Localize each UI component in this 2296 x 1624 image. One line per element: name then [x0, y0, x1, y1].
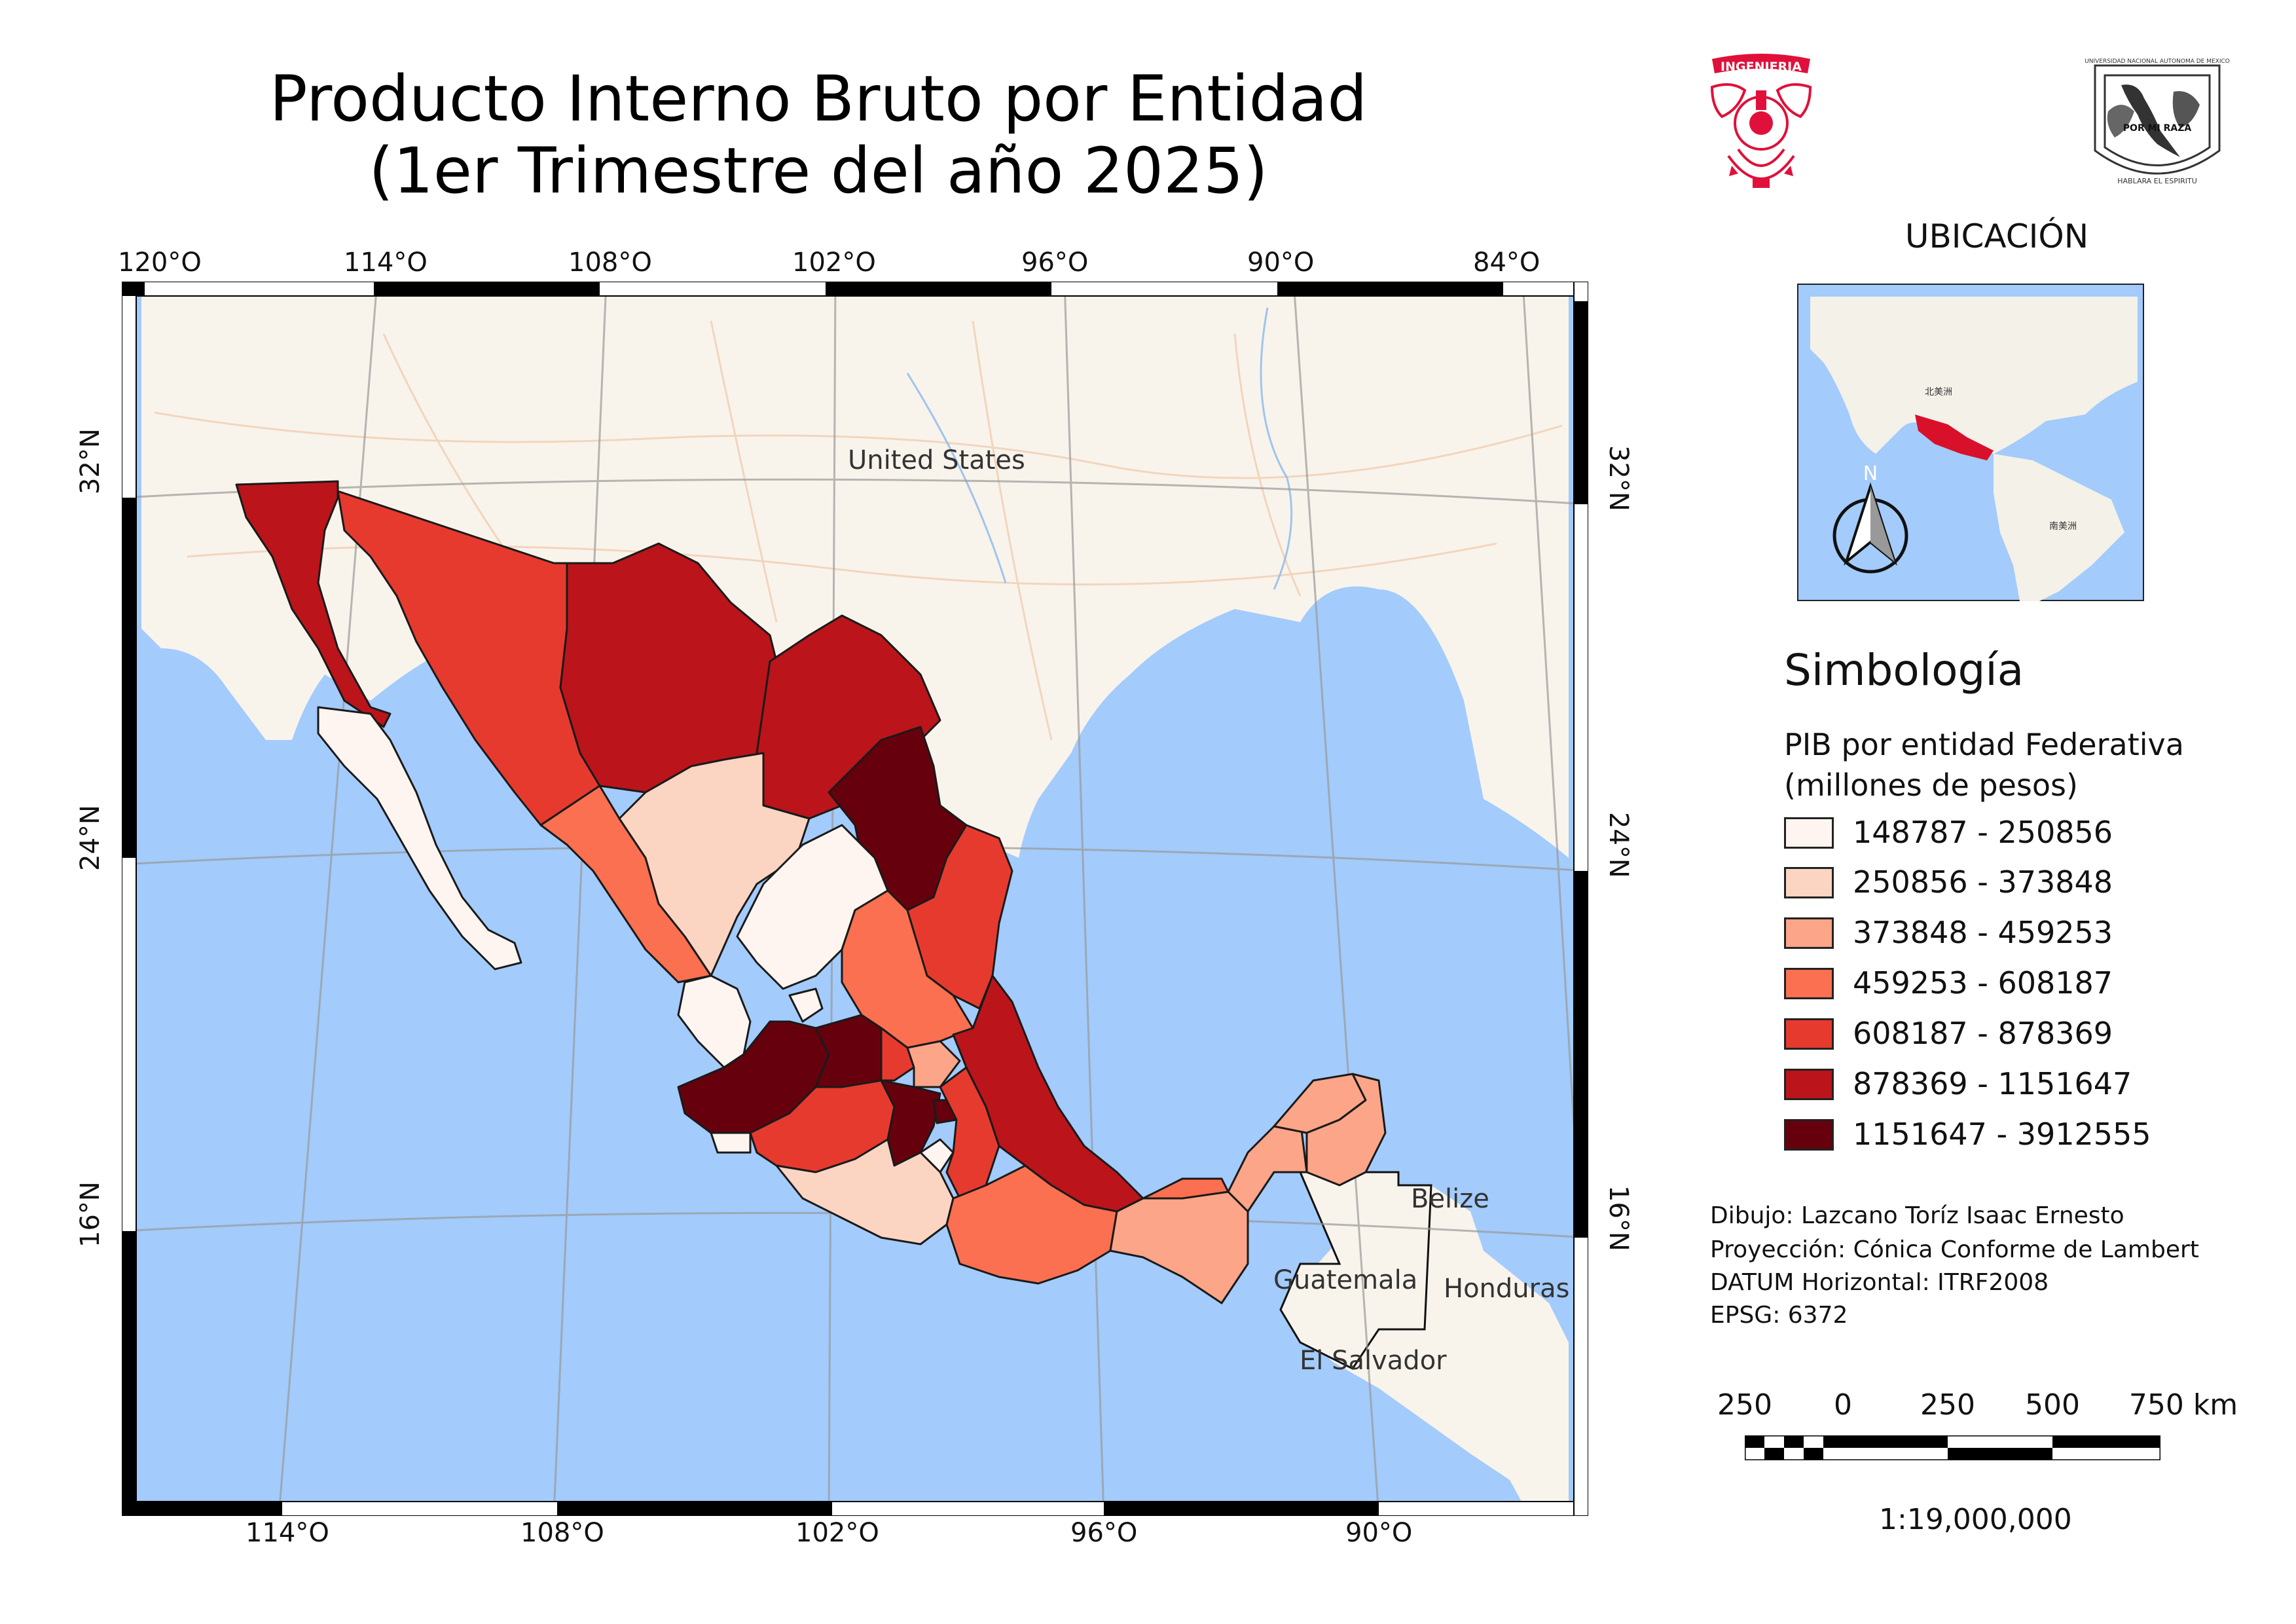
scale-label-250: 250 — [1920, 1388, 1975, 1422]
lat-label-left-24n: 24°N — [75, 805, 105, 871]
state-colima — [710, 1132, 752, 1154]
location-inset-map[interactable]: 北美洲 南美洲 N — [1796, 282, 2145, 602]
label-united-states: United States — [848, 445, 1025, 475]
legend-swatch — [1784, 917, 1834, 949]
state-queretaro — [880, 1027, 915, 1082]
credit-projection: Proyección: Cónica Conforme de Lambert — [1710, 1236, 2199, 1263]
unam-seal-logo: UNIVERSIDAD NACIONAL AUTONOMA DE MEXICO … — [2082, 52, 2232, 193]
scale-bar — [1743, 1434, 2162, 1462]
lon-label-top-120w: 120°O — [118, 248, 202, 278]
lon-label-bottom-102w: 102°O — [795, 1518, 879, 1548]
legend-label: 878369 - 1151647 — [1853, 1066, 2132, 1101]
legend-swatch — [1784, 1018, 1834, 1050]
north-america-land — [1810, 297, 2138, 454]
scale-label-0: 0 — [1834, 1388, 1852, 1422]
state-aguascalientes — [788, 987, 824, 1023]
map-title-line-1: Producto Interno Bruto por Entidad — [269, 62, 1368, 136]
legend-swatch — [1784, 817, 1834, 849]
lon-label-top-96w: 96°O — [1021, 248, 1089, 278]
lon-label-bottom-108w: 108°O — [520, 1518, 604, 1548]
state-guerrero — [775, 1138, 955, 1246]
lat-label-left-16n: 16°N — [75, 1181, 105, 1247]
inset-title: UBICACIÓN — [1904, 217, 2089, 255]
lat-label-right-32n: 32°N — [1603, 445, 1633, 511]
credit-epsg: EPSG: 6372 — [1710, 1302, 1848, 1329]
scale-ratio: 1:19,000,000 — [1879, 1503, 2072, 1536]
svg-text:HABLARA EL ESPIRITU: HABLARA EL ESPIRITU — [2117, 177, 2197, 185]
legend-subtitle-line-1: PIB por entidad Federativa — [1784, 727, 2184, 762]
lon-label-bottom-96w: 96°O — [1070, 1518, 1138, 1548]
legend-label: 250856 - 373848 — [1853, 864, 2113, 900]
ingenieria-logo: INGENIERIA — [1692, 51, 1830, 198]
lon-label-bottom-114w: 114°O — [246, 1518, 329, 1548]
svg-text:POR MI RAZA: POR MI RAZA — [2123, 123, 2192, 134]
label-guatemala: Guatemala — [1273, 1265, 1418, 1295]
legend-label: 373848 - 459253 — [1853, 915, 2113, 950]
main-map[interactable] — [120, 280, 1590, 1517]
legend-label: 1151647 - 3912555 — [1853, 1116, 2151, 1152]
south-america-land — [1994, 454, 2124, 601]
lon-label-bottom-90w: 90°O — [1345, 1518, 1413, 1548]
lon-label-top-108w: 108°O — [568, 248, 652, 278]
legend-swatch — [1784, 867, 1834, 898]
map-title-line-2: (1er Trimestre del año 2025) — [369, 134, 1268, 208]
legend-subtitle-line-2: (millones de pesos) — [1784, 767, 2078, 803]
scale-label-750-km: 750 km — [2128, 1388, 2238, 1422]
svg-text:UNIVERSIDAD NACIONAL AUTONOMA: UNIVERSIDAD NACIONAL AUTONOMA DE MEXICO — [2085, 58, 2230, 65]
legend-swatch — [1784, 1069, 1834, 1100]
inset-label-north-america: 北美洲 — [1925, 387, 1952, 397]
state-baja-california-sur — [317, 706, 522, 970]
legend-label: 459253 - 608187 — [1853, 965, 2113, 1001]
ingenieria-logo-text: INGENIERIA — [1721, 60, 1802, 74]
legend-swatch — [1784, 1119, 1834, 1151]
label-honduras: Honduras — [1444, 1274, 1570, 1304]
state-quintana-roo — [1305, 1073, 1387, 1187]
lon-label-top-84w: 84°O — [1473, 248, 1540, 278]
lat-label-right-24n: 24°N — [1603, 812, 1633, 878]
legend-label: 608187 - 878369 — [1853, 1016, 2113, 1051]
usa-land — [141, 295, 1569, 858]
svg-text:N: N — [1863, 462, 1878, 485]
lat-label-left-32n: 32°N — [75, 428, 105, 494]
legend-title: Simbología — [1784, 645, 2024, 695]
state-baja-california — [235, 480, 392, 728]
inset-label-south-america: 南美洲 — [2049, 521, 2077, 532]
lat-label-right-16n: 16°N — [1603, 1185, 1633, 1251]
lon-label-top-90w: 90°O — [1247, 248, 1315, 278]
lon-label-top-102w: 102°O — [792, 248, 876, 278]
label-el-salvador: El Salvador — [1300, 1346, 1447, 1376]
state-tabasco — [1142, 1177, 1230, 1200]
lon-label-top-114w: 114°O — [344, 248, 428, 278]
north-arrow-icon: N — [1832, 462, 1908, 574]
guatemala-belize — [1279, 1171, 1432, 1370]
scale-label-250-left: 250 — [1717, 1388, 1772, 1422]
legend-swatch — [1784, 968, 1834, 999]
mexico-highlight — [1915, 415, 1994, 460]
label-belize: Belize — [1411, 1184, 1489, 1214]
scale-label-500: 500 — [2025, 1388, 2080, 1422]
credit-datum: DATUM Horizontal: ITRF2008 — [1710, 1269, 2049, 1296]
state-campeche — [1227, 1118, 1308, 1213]
credit-author: Dibujo: Lazcano Toríz Isaac Ernesto — [1710, 1202, 2124, 1229]
legend-label: 148787 - 250856 — [1853, 815, 2113, 850]
